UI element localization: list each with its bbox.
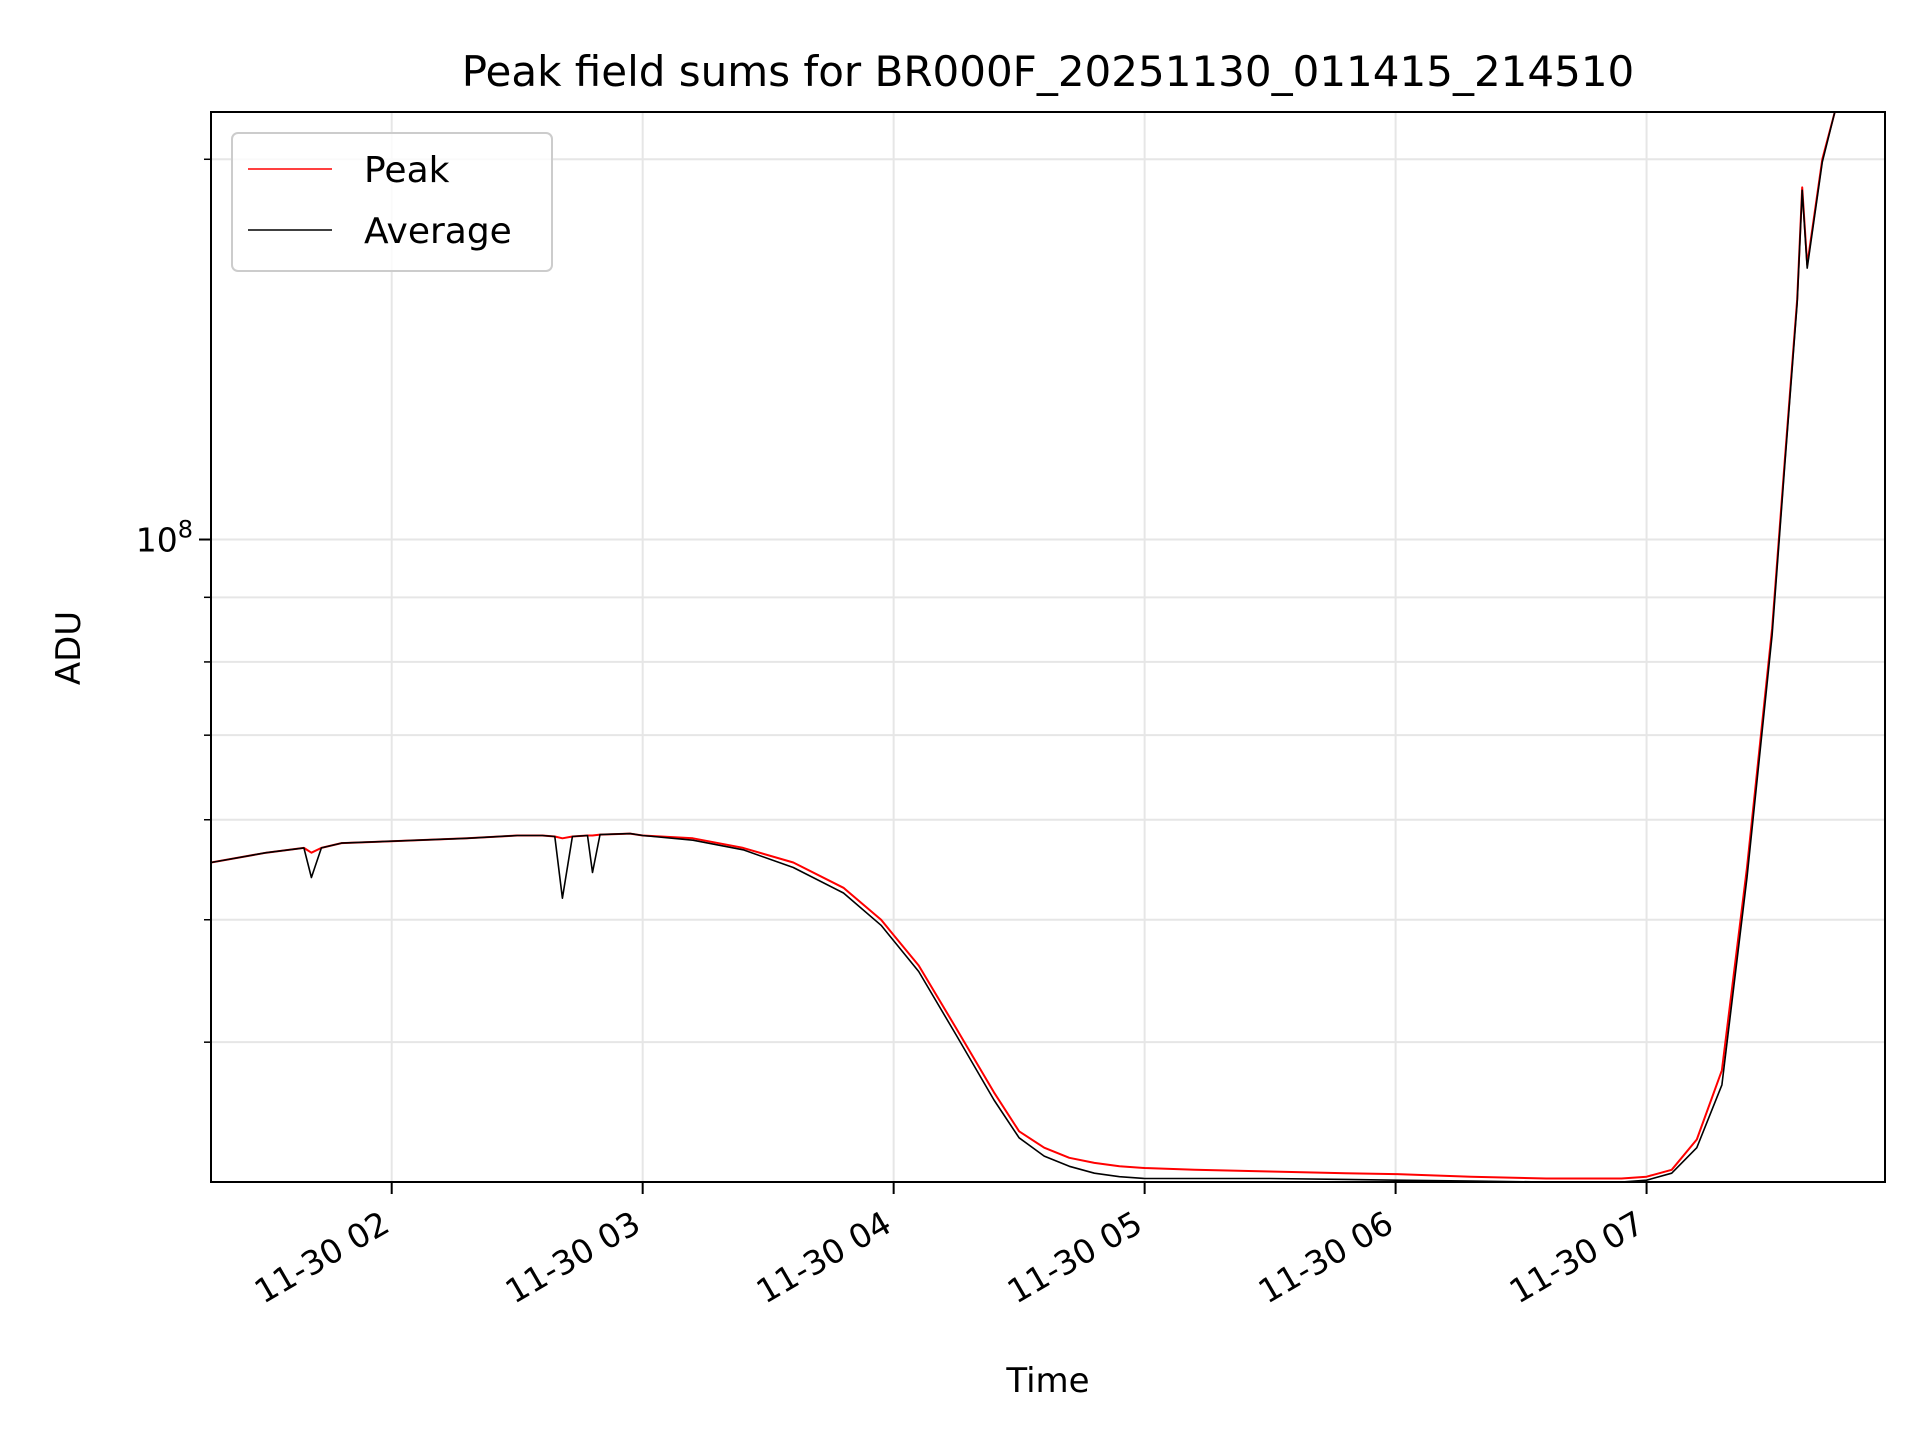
legend-label-average: Average [364,211,512,252]
legend: Peak Average [231,132,553,272]
plot-lines [211,112,1848,1182]
plot-frame [210,111,1886,1183]
x-axis-label: Time [1005,1361,1089,1401]
legend-box [231,132,553,272]
chart-title: Peak field sums for BR000F_20251130_0114… [462,47,1635,96]
y-tick-label: 108 [136,516,193,560]
y-axis-ticks: 108 [136,158,211,1043]
grid [211,112,1885,1182]
series-line-average [211,112,1848,1182]
legend-label-peak: Peak [364,150,450,191]
y-axis-label: ADU [49,611,89,685]
